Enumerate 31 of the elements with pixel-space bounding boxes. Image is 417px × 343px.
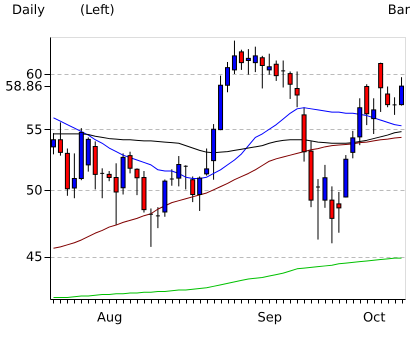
y-tick-label: 45: [26, 250, 42, 266]
y-tick-label: 55: [26, 122, 42, 138]
candlestick: [322, 164, 328, 208]
x-tick-label: Sep: [258, 310, 282, 326]
candlestick: [72, 152, 77, 199]
candlestick: [246, 48, 251, 76]
candlestick: [336, 191, 342, 234]
line-series: [52, 136, 402, 249]
x-tick-label: Oct: [362, 310, 386, 326]
candlestick: [134, 168, 140, 196]
candlestick: [385, 86, 390, 108]
text: (Left): [80, 3, 115, 18]
candlestick: [399, 76, 404, 106]
y-tick-label: 50: [26, 183, 42, 198]
candlestick: [225, 62, 230, 93]
candlestick: [128, 151, 133, 174]
candlestick: [190, 176, 196, 203]
candlestick: [106, 170, 112, 182]
text: Bar: [388, 3, 411, 18]
x-tick-label: Aug: [96, 310, 122, 326]
candlestick: [252, 46, 258, 73]
candlestick: [232, 40, 237, 75]
candlestick: [260, 55, 265, 89]
candlestick: [238, 49, 244, 70]
candlestick: [329, 186, 334, 244]
candlestick: [288, 70, 293, 100]
candlestick: [294, 70, 300, 108]
y-tick-label: 58.86: [5, 80, 42, 95]
line-series: [52, 258, 402, 298]
text: Daily: [12, 3, 46, 18]
candlestick: [114, 162, 119, 226]
